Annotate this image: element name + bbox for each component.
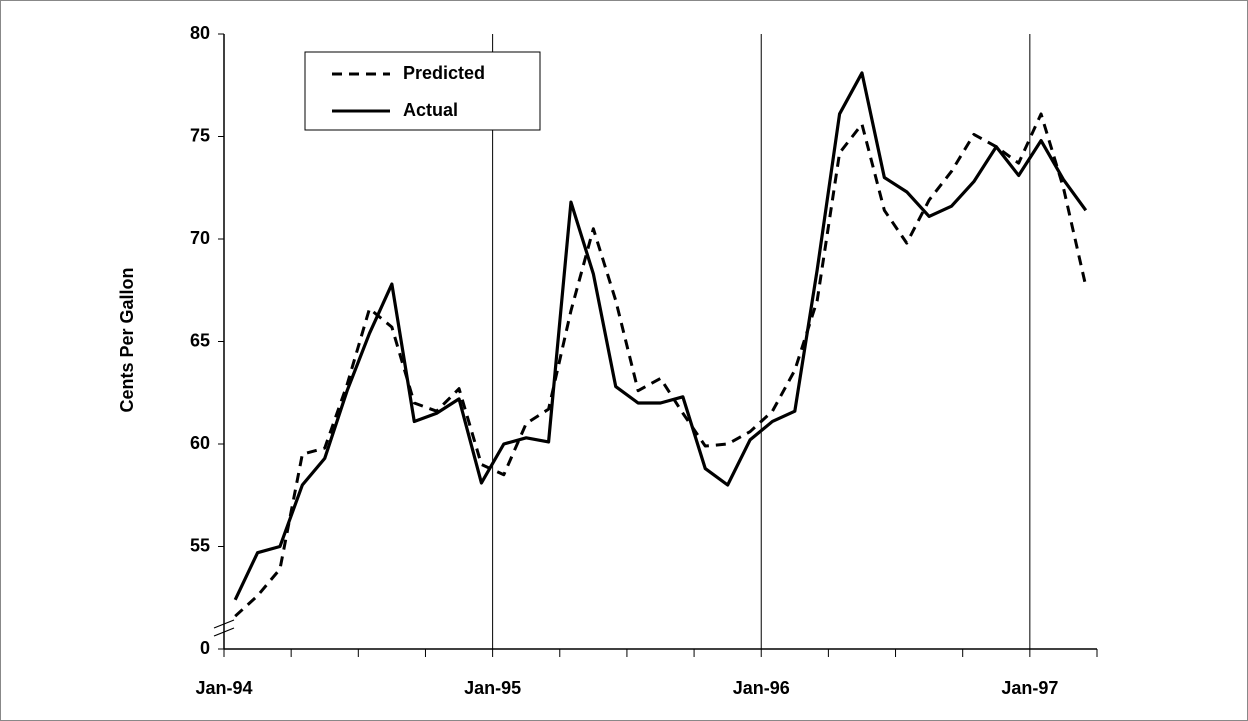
y-tick-label: 65 bbox=[190, 330, 210, 350]
series-line bbox=[234, 112, 1088, 618]
y-tick-label: 80 bbox=[190, 23, 210, 43]
y-tick-label: 0 bbox=[200, 638, 210, 658]
y-tick-label: 60 bbox=[190, 433, 210, 453]
y-tick-label: 55 bbox=[190, 535, 210, 555]
x-tick-label: Jan-97 bbox=[1001, 678, 1058, 698]
x-tick-label: Jan-94 bbox=[195, 678, 252, 698]
legend-label: Actual bbox=[403, 100, 458, 120]
y-tick-label: 70 bbox=[190, 228, 210, 248]
y-axis-label: Cents Per Gallon bbox=[117, 267, 137, 412]
x-tick-label: Jan-96 bbox=[733, 678, 790, 698]
axis-break bbox=[213, 619, 235, 629]
y-tick-label: 75 bbox=[190, 125, 210, 145]
legend-label: Predicted bbox=[403, 63, 485, 83]
axis-break bbox=[213, 627, 235, 637]
legend-box bbox=[304, 51, 541, 131]
x-tick-label: Jan-95 bbox=[464, 678, 521, 698]
series-line bbox=[233, 71, 1088, 601]
